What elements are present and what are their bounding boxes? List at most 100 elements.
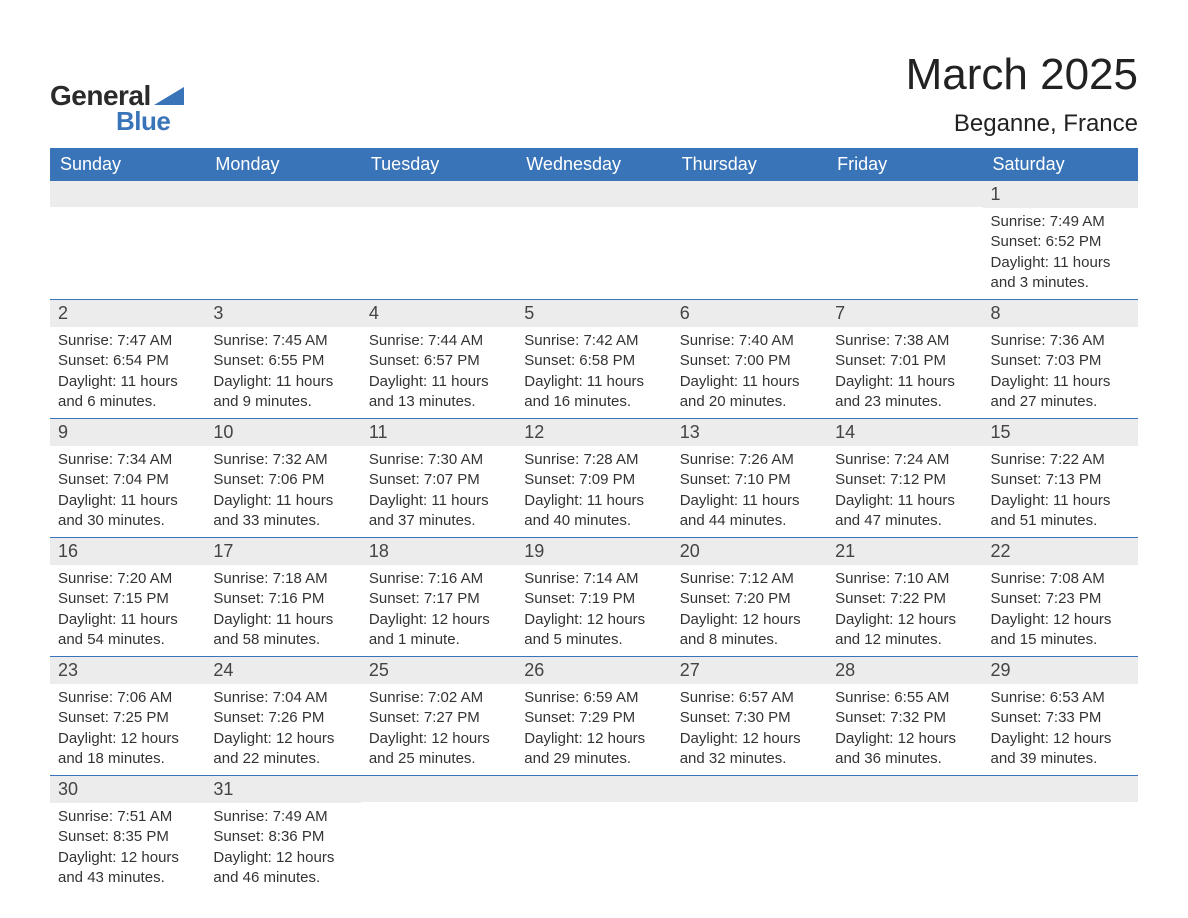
calendar-cell: 13Sunrise: 7:26 AMSunset: 7:10 PMDayligh… — [672, 419, 827, 538]
day-number-bar — [516, 181, 671, 207]
daylight-text: Daylight: 12 hours and 8 minutes. — [680, 610, 819, 651]
daylight-text: Daylight: 11 hours and 30 minutes. — [58, 491, 197, 532]
daylight-text: Daylight: 11 hours and 16 minutes. — [524, 372, 663, 413]
day-number: 7 — [827, 300, 982, 327]
sunset-text: Sunset: 7:22 PM — [835, 589, 974, 609]
weekday-header: Monday — [205, 148, 360, 181]
day-number: 17 — [205, 538, 360, 565]
calendar-cell — [983, 776, 1138, 895]
sunset-text: Sunset: 7:19 PM — [524, 589, 663, 609]
day-number-bar — [827, 776, 982, 802]
sunrise-text: Sunrise: 7:08 AM — [991, 569, 1130, 589]
day-body — [516, 802, 671, 862]
daylight-text: Daylight: 11 hours and 6 minutes. — [58, 372, 197, 413]
calendar-cell — [827, 181, 982, 300]
day-body: Sunrise: 7:02 AMSunset: 7:27 PMDaylight:… — [361, 684, 516, 775]
daylight-text: Daylight: 11 hours and 51 minutes. — [991, 491, 1130, 532]
sunrise-text: Sunrise: 7:12 AM — [680, 569, 819, 589]
daylight-text: Daylight: 12 hours and 46 minutes. — [213, 848, 352, 889]
daylight-text: Daylight: 11 hours and 9 minutes. — [213, 372, 352, 413]
calendar-cell: 15Sunrise: 7:22 AMSunset: 7:13 PMDayligh… — [983, 419, 1138, 538]
day-number: 27 — [672, 657, 827, 684]
day-number: 1 — [983, 181, 1138, 208]
sunrise-text: Sunrise: 7:18 AM — [213, 569, 352, 589]
sunrise-text: Sunrise: 7:47 AM — [58, 331, 197, 351]
sunrise-text: Sunrise: 7:32 AM — [213, 450, 352, 470]
day-number: 28 — [827, 657, 982, 684]
sunset-text: Sunset: 6:58 PM — [524, 351, 663, 371]
sunset-text: Sunset: 7:06 PM — [213, 470, 352, 490]
calendar-cell — [516, 181, 671, 300]
sunrise-text: Sunrise: 7:20 AM — [58, 569, 197, 589]
sunset-text: Sunset: 7:29 PM — [524, 708, 663, 728]
sunset-text: Sunset: 7:09 PM — [524, 470, 663, 490]
daylight-text: Daylight: 12 hours and 25 minutes. — [369, 729, 508, 770]
day-number-bar — [50, 181, 205, 207]
calendar-table: Sunday Monday Tuesday Wednesday Thursday… — [50, 148, 1138, 894]
day-body: Sunrise: 7:06 AMSunset: 7:25 PMDaylight:… — [50, 684, 205, 775]
day-number: 9 — [50, 419, 205, 446]
sunrise-text: Sunrise: 7:04 AM — [213, 688, 352, 708]
daylight-text: Daylight: 11 hours and 58 minutes. — [213, 610, 352, 651]
calendar-week-row: 30Sunrise: 7:51 AMSunset: 8:35 PMDayligh… — [50, 776, 1138, 895]
calendar-cell: 16Sunrise: 7:20 AMSunset: 7:15 PMDayligh… — [50, 538, 205, 657]
day-number: 30 — [50, 776, 205, 803]
weekday-header: Thursday — [672, 148, 827, 181]
month-title: March 2025 — [906, 50, 1138, 100]
day-body: Sunrise: 7:30 AMSunset: 7:07 PMDaylight:… — [361, 446, 516, 537]
sunset-text: Sunset: 7:16 PM — [213, 589, 352, 609]
sunrise-text: Sunrise: 6:57 AM — [680, 688, 819, 708]
sunset-text: Sunset: 7:26 PM — [213, 708, 352, 728]
sunrise-text: Sunrise: 7:26 AM — [680, 450, 819, 470]
sunset-text: Sunset: 7:13 PM — [991, 470, 1130, 490]
daylight-text: Daylight: 12 hours and 39 minutes. — [991, 729, 1130, 770]
day-body: Sunrise: 6:59 AMSunset: 7:29 PMDaylight:… — [516, 684, 671, 775]
daylight-text: Daylight: 12 hours and 5 minutes. — [524, 610, 663, 651]
sunrise-text: Sunrise: 7:24 AM — [835, 450, 974, 470]
day-body: Sunrise: 7:22 AMSunset: 7:13 PMDaylight:… — [983, 446, 1138, 537]
sunset-text: Sunset: 6:52 PM — [991, 232, 1130, 252]
day-body: Sunrise: 7:44 AMSunset: 6:57 PMDaylight:… — [361, 327, 516, 418]
day-body — [50, 207, 205, 267]
day-number: 5 — [516, 300, 671, 327]
weekday-header: Friday — [827, 148, 982, 181]
sunset-text: Sunset: 7:10 PM — [680, 470, 819, 490]
calendar-cell: 29Sunrise: 6:53 AMSunset: 7:33 PMDayligh… — [983, 657, 1138, 776]
sunset-text: Sunset: 7:01 PM — [835, 351, 974, 371]
day-number: 10 — [205, 419, 360, 446]
day-body: Sunrise: 7:26 AMSunset: 7:10 PMDaylight:… — [672, 446, 827, 537]
sunset-text: Sunset: 8:36 PM — [213, 827, 352, 847]
sunset-text: Sunset: 7:30 PM — [680, 708, 819, 728]
daylight-text: Daylight: 12 hours and 12 minutes. — [835, 610, 974, 651]
calendar-cell: 1Sunrise: 7:49 AMSunset: 6:52 PMDaylight… — [983, 181, 1138, 300]
calendar-cell: 9Sunrise: 7:34 AMSunset: 7:04 PMDaylight… — [50, 419, 205, 538]
day-body: Sunrise: 6:53 AMSunset: 7:33 PMDaylight:… — [983, 684, 1138, 775]
sunrise-text: Sunrise: 7:16 AM — [369, 569, 508, 589]
location-text: Beganne, France — [906, 110, 1138, 138]
day-body: Sunrise: 7:24 AMSunset: 7:12 PMDaylight:… — [827, 446, 982, 537]
day-number-bar — [361, 181, 516, 207]
day-number-bar — [361, 776, 516, 802]
calendar-cell: 20Sunrise: 7:12 AMSunset: 7:20 PMDayligh… — [672, 538, 827, 657]
calendar-cell: 19Sunrise: 7:14 AMSunset: 7:19 PMDayligh… — [516, 538, 671, 657]
day-body: Sunrise: 7:51 AMSunset: 8:35 PMDaylight:… — [50, 803, 205, 894]
day-body — [205, 207, 360, 267]
calendar-cell: 6Sunrise: 7:40 AMSunset: 7:00 PMDaylight… — [672, 300, 827, 419]
day-body: Sunrise: 7:34 AMSunset: 7:04 PMDaylight:… — [50, 446, 205, 537]
day-body: Sunrise: 7:04 AMSunset: 7:26 PMDaylight:… — [205, 684, 360, 775]
sunset-text: Sunset: 7:20 PM — [680, 589, 819, 609]
calendar-week-row: 9Sunrise: 7:34 AMSunset: 7:04 PMDaylight… — [50, 419, 1138, 538]
sunset-text: Sunset: 7:23 PM — [991, 589, 1130, 609]
day-number: 8 — [983, 300, 1138, 327]
calendar-cell — [361, 776, 516, 895]
sunrise-text: Sunrise: 7:06 AM — [58, 688, 197, 708]
sunrise-text: Sunrise: 7:22 AM — [991, 450, 1130, 470]
day-body: Sunrise: 7:42 AMSunset: 6:58 PMDaylight:… — [516, 327, 671, 418]
calendar-cell: 27Sunrise: 6:57 AMSunset: 7:30 PMDayligh… — [672, 657, 827, 776]
sunrise-text: Sunrise: 7:44 AM — [369, 331, 508, 351]
daylight-text: Daylight: 12 hours and 36 minutes. — [835, 729, 974, 770]
sunset-text: Sunset: 7:33 PM — [991, 708, 1130, 728]
day-body — [361, 207, 516, 267]
day-number: 24 — [205, 657, 360, 684]
sunset-text: Sunset: 7:17 PM — [369, 589, 508, 609]
